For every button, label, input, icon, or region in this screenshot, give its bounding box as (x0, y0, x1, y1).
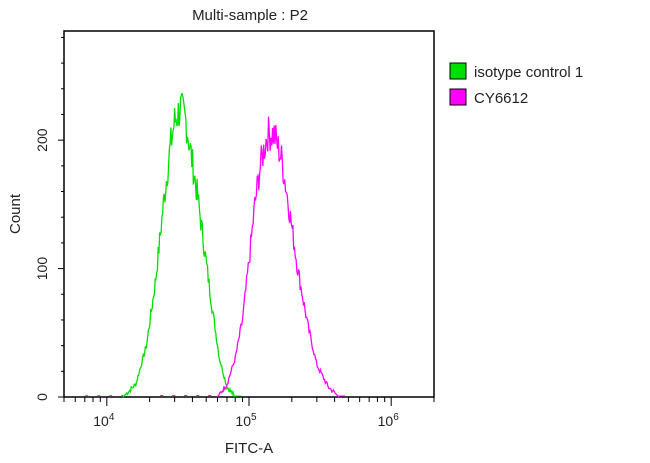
series-line-1 (122, 92, 236, 398)
x-tick-label: 104 (93, 412, 115, 429)
series-layer (85, 92, 346, 398)
x-tick-base: 10 (93, 413, 109, 429)
chart-title: Multi-sample : P2 (192, 7, 308, 24)
x-tick-base: 10 (378, 413, 394, 429)
plot-frame (63, 30, 435, 398)
y-axis: 0 100 200 (34, 36, 64, 401)
x-tick-exponent: 6 (393, 412, 399, 423)
y-axis-title: Count (7, 193, 24, 234)
x-axis: 104 105 106 (63, 397, 435, 429)
x-tick-label: 105 (235, 412, 257, 429)
x-tick-base: 10 (235, 413, 251, 429)
y-tick-label: 0 (34, 393, 50, 401)
legend: isotype control 1 CY6612 (449, 62, 583, 107)
x-tick-exponent: 4 (109, 412, 115, 423)
series-line-2 (216, 116, 340, 398)
y-tick-label: 200 (34, 128, 50, 152)
x-axis-title: FITC-A (225, 440, 273, 457)
legend-swatch (449, 88, 467, 106)
legend-label: isotype control 1 (474, 64, 583, 81)
x-tick-exponent: 5 (251, 412, 257, 423)
x-tick-label: 106 (378, 412, 400, 429)
y-tick-label: 100 (34, 257, 50, 281)
legend-label: CY6612 (474, 90, 528, 107)
legend-swatch (449, 62, 467, 80)
